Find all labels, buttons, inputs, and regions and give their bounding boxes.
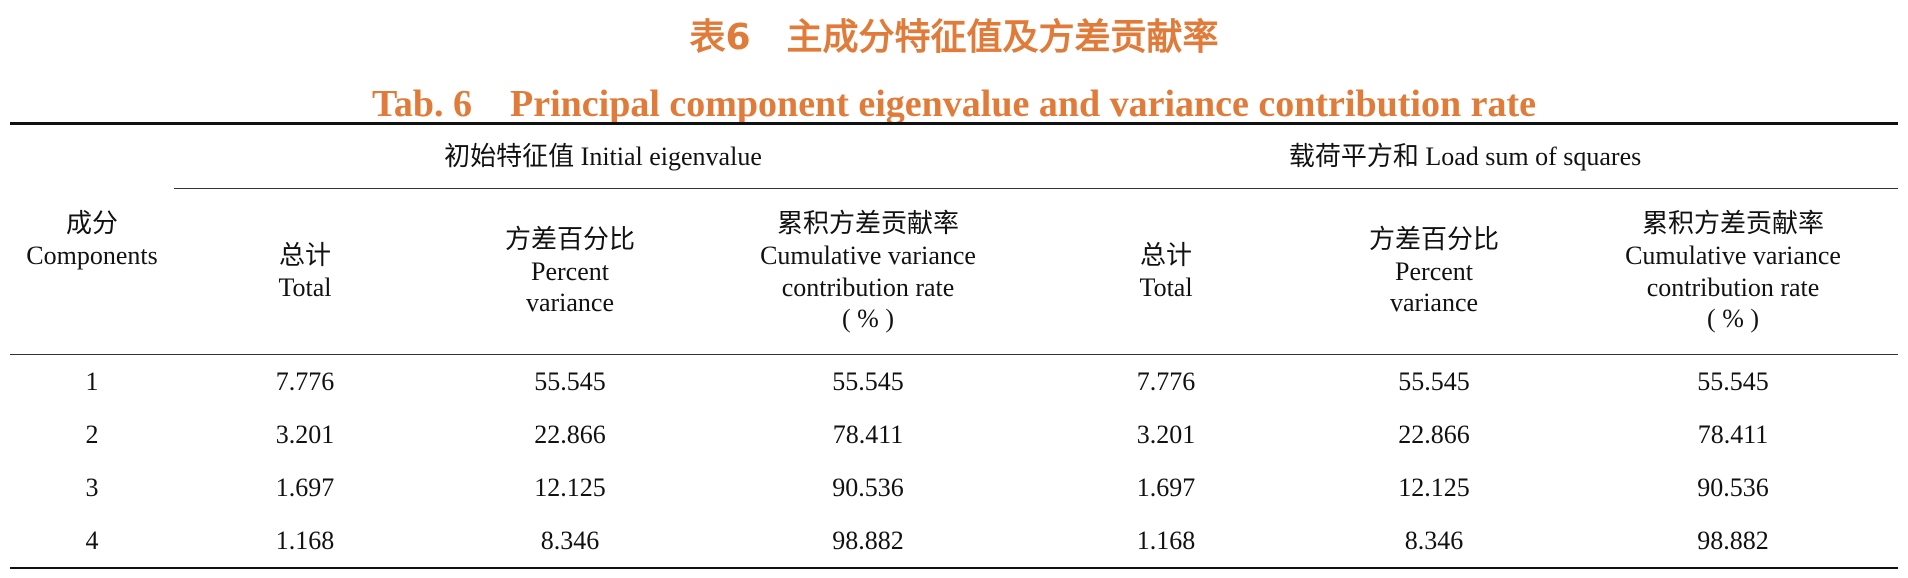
header-line: contribution rate	[781, 272, 955, 302]
table-cell: 55.545	[1697, 366, 1769, 396]
stub-header: 成分 Components	[10, 122, 174, 355]
table-cell: 3.201	[1136, 419, 1196, 449]
table-cell: 1	[85, 366, 99, 396]
table-cell: 22.866	[534, 419, 606, 449]
column-header: 方差百分比 Percent variance	[1300, 188, 1569, 355]
column-header: 总计 Total	[1032, 188, 1301, 355]
header-line: contribution rate	[1646, 272, 1820, 302]
header-line: variance	[1390, 288, 1479, 318]
header-line: Cumulative variance	[760, 240, 976, 270]
table-cell: 7.776	[1136, 366, 1196, 396]
title-en: Tab. 6 Principal component eigenvalue an…	[372, 83, 1536, 125]
header-line: 方差百分比	[1369, 224, 1500, 254]
header-line: 总计	[1140, 240, 1193, 270]
header-line: ( % )	[842, 304, 894, 334]
table-cell: 1.697	[1136, 472, 1196, 502]
header-line: Percent	[531, 256, 609, 286]
group-header: 载荷平方和 Load sum of squares	[1032, 122, 1899, 189]
table-cell: 2	[85, 419, 99, 449]
table-cell: 12.125	[534, 472, 606, 502]
column-header: 总计 Total	[174, 188, 436, 355]
table-cell: 98.882	[1568, 514, 1899, 569]
header-line: 累积方差贡献率	[777, 209, 960, 239]
header-line: 方差百分比	[504, 224, 635, 254]
data-table: 成分 Components 初始特征值 Initial eigenvalue 载荷平方…	[10, 122, 1899, 569]
header-line: Total	[278, 272, 332, 302]
table-cell: 22.866	[1398, 419, 1470, 449]
table-row: 2 3.201 22.866 78.411 3.201 22.866 78.411	[10, 408, 1898, 461]
column-header: 累积方差贡献率 Cumulative variance contribution r…	[704, 188, 1033, 355]
table-cell: 55.545	[534, 366, 606, 396]
table-cell: 90.536	[1697, 472, 1769, 502]
title-cn: 表6 主成分特征值及方差贡献率	[689, 17, 1219, 58]
table-cell: 8.346	[436, 514, 704, 569]
header-line: 总计	[278, 240, 331, 270]
table-row: 4 1.168 8.346 98.882 1.168 8.346 98.882	[10, 514, 1899, 569]
group-header: 初始特征值 Initial eigenvalue	[174, 122, 1033, 189]
column-header: 累积方差贡献率 Cumulative variance contribution r…	[1568, 188, 1899, 355]
table-cell: 90.536	[832, 472, 904, 502]
table-cell: 1.168	[174, 514, 436, 569]
table-cell: 55.545	[1398, 366, 1470, 396]
table-cell: 3	[85, 472, 99, 502]
table-cell: 55.545	[832, 366, 904, 396]
table-cell: 8.346	[1300, 514, 1569, 569]
header-line: Cumulative variance	[1625, 240, 1841, 270]
column-header: 方差百分比 Percent variance	[436, 188, 704, 355]
table-cell: 78.411	[832, 419, 904, 449]
table-cell: 98.882	[704, 514, 1033, 569]
table-row: 1 7.776 55.545 55.545 7.776 55.545 55.545	[10, 355, 1898, 409]
table-cell: 3.201	[275, 419, 335, 449]
header-line: ( % )	[1707, 304, 1760, 334]
table-cell: 78.411	[1697, 419, 1769, 449]
header-line: Percent	[1395, 256, 1474, 286]
table-cell: 12.125	[1398, 472, 1470, 502]
header-line: Components	[26, 240, 158, 270]
table-cell: 1.697	[275, 472, 335, 502]
table-row: 3 1.697 12.125 90.536 1.697 12.125 90.536	[10, 461, 1898, 514]
header-line: 成分	[65, 208, 118, 238]
table-cell: 7.776	[275, 366, 335, 396]
table-cell: 1.168	[1032, 514, 1301, 569]
header-line: Total	[1139, 272, 1193, 302]
header-line: 累积方差贡献率	[1642, 209, 1825, 239]
table-cell: 4	[10, 514, 174, 569]
header-line: variance	[525, 288, 615, 318]
